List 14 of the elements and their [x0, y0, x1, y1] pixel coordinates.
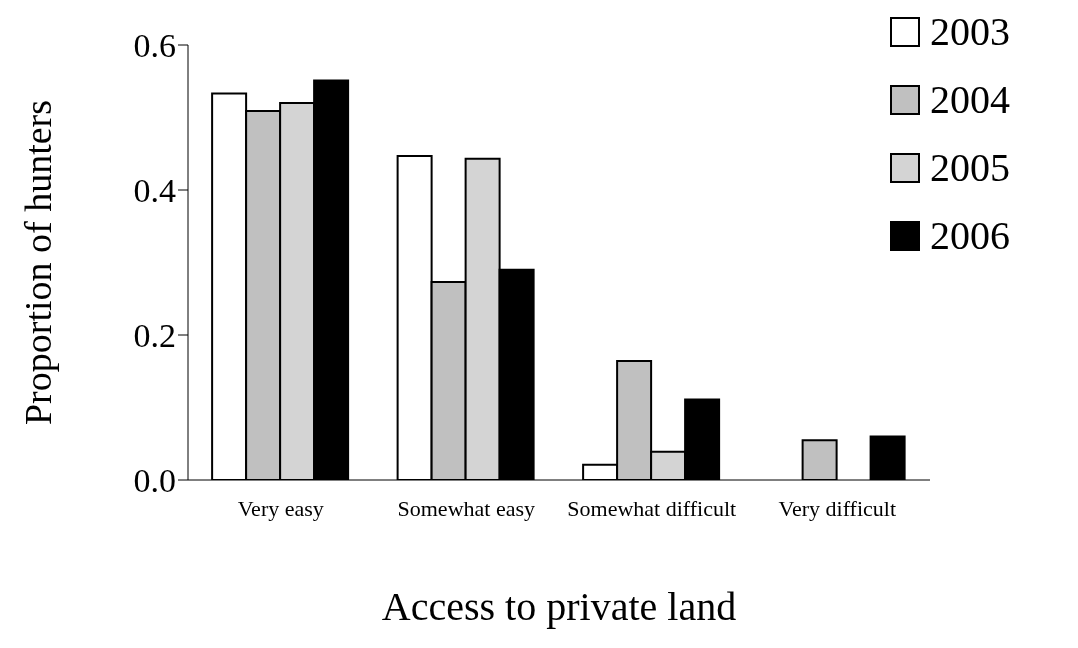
x-tick-label: Somewhat easy	[397, 495, 535, 521]
y-axis-title: Proportion of hunters	[17, 99, 60, 426]
x-tick-label: Very difficult	[778, 495, 897, 521]
legend-label: 2004	[930, 76, 1010, 124]
x-axis-title: Access to private land	[381, 584, 737, 629]
y-tick-label: 0.6	[133, 27, 176, 65]
y-tick-label: 0.0	[133, 462, 176, 500]
x-tick-label: Very easy	[237, 495, 324, 521]
legend-label: 2006	[930, 212, 1010, 260]
x-tick-label: Somewhat difficult	[567, 495, 737, 521]
legend-label: 2003	[930, 8, 1010, 56]
y-tick-label: 0.4	[133, 172, 176, 210]
y-tick-label: 0.2	[133, 317, 176, 355]
legend-label: 2005	[930, 144, 1010, 192]
